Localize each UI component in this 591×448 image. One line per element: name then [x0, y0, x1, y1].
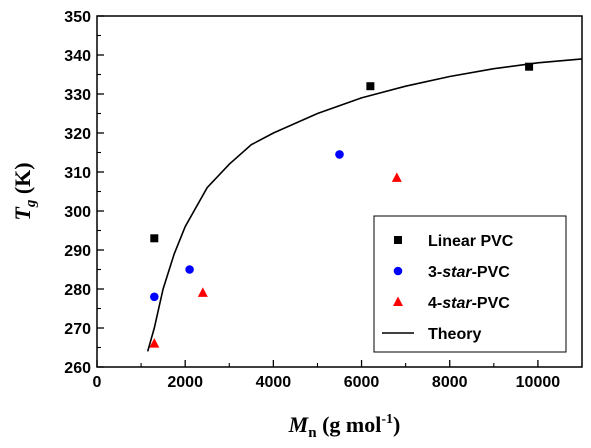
legend-label-part: Theory [428, 326, 481, 343]
legend-label-part: -PVC [472, 295, 511, 312]
x-axis-title-unit-sup: -1 [381, 412, 393, 427]
point-3-star-pvc [185, 265, 194, 274]
point-linear-pvc [366, 82, 375, 91]
legend-label-part: -PVC [472, 264, 511, 281]
point-linear-pvc [150, 234, 159, 243]
legend-swatch-4-star-pvc [393, 296, 403, 306]
point-3-star-pvc [150, 292, 159, 302]
point-linear-pvc [525, 62, 534, 71]
legend-label-linear-pvc: Linear PVC [428, 233, 514, 250]
x-axis-title-main: M [288, 412, 310, 437]
point-4-star-pvc [149, 338, 160, 348]
point-4-star-pvc [391, 172, 402, 182]
legend-swatch-linear-pvc [394, 236, 402, 244]
x-axis-title: Mn (g mol-1) [288, 412, 401, 441]
x-axis-title-unit-after: ) [393, 412, 400, 437]
y-tick-label: 260 [64, 360, 91, 377]
y-tick-label: 310 [64, 165, 91, 182]
x-tick-label: 10000 [516, 374, 561, 391]
legend-label-part: 4- [428, 295, 442, 312]
plot-frame [96, 15, 583, 368]
y-tick-label: 340 [64, 48, 91, 65]
legend-label-part: star [442, 295, 472, 312]
x-tick-label: 4000 [256, 374, 292, 391]
series-line-theory [146, 58, 583, 352]
point-4-star-pvc [197, 287, 208, 297]
y-axis-title-sub: g [23, 199, 39, 208]
x-axis-title-sub: n [308, 425, 317, 441]
x-tick-label: 8000 [432, 374, 468, 391]
legend-label-part: star [442, 264, 472, 281]
y-tick-label: 320 [64, 126, 91, 143]
legend-label-3-star-pvc: 3-star-PVC [428, 264, 510, 281]
y-tick-label: 350 [64, 9, 91, 26]
legend-swatch-3-star-pvc [393, 266, 403, 276]
y-axis-title: Tg (K) [10, 162, 39, 220]
marks-layer [146, 58, 583, 352]
y-tick-label: 270 [64, 321, 91, 338]
y-tick-label: 280 [64, 282, 91, 299]
legend-label-4-star-pvc: 4-star-PVC [428, 295, 510, 312]
y-axis-title-main: T [10, 206, 35, 221]
legend-label-theory: Theory [428, 326, 481, 343]
legend-label-part: 3- [428, 264, 442, 281]
point-3-star-pvc [335, 150, 344, 159]
y-tick-label: 290 [64, 243, 91, 260]
legend-label-part: Linear PVC [428, 233, 514, 250]
x-axis-title-unit-before: (g mol [317, 412, 382, 437]
ticks-layer: 0 2000 4000 6000 8000 10000 260 270 280 290 300 310… [64, 9, 560, 391]
y-tick-label: 300 [64, 204, 91, 221]
x-tick-label: 0 [93, 374, 102, 391]
x-tick-label: 6000 [344, 374, 380, 391]
legend-box [373, 215, 567, 353]
y-tick-label: 330 [64, 87, 91, 104]
y-axis-title-unit: (K) [10, 162, 35, 199]
x-tick-label: 2000 [167, 374, 203, 391]
